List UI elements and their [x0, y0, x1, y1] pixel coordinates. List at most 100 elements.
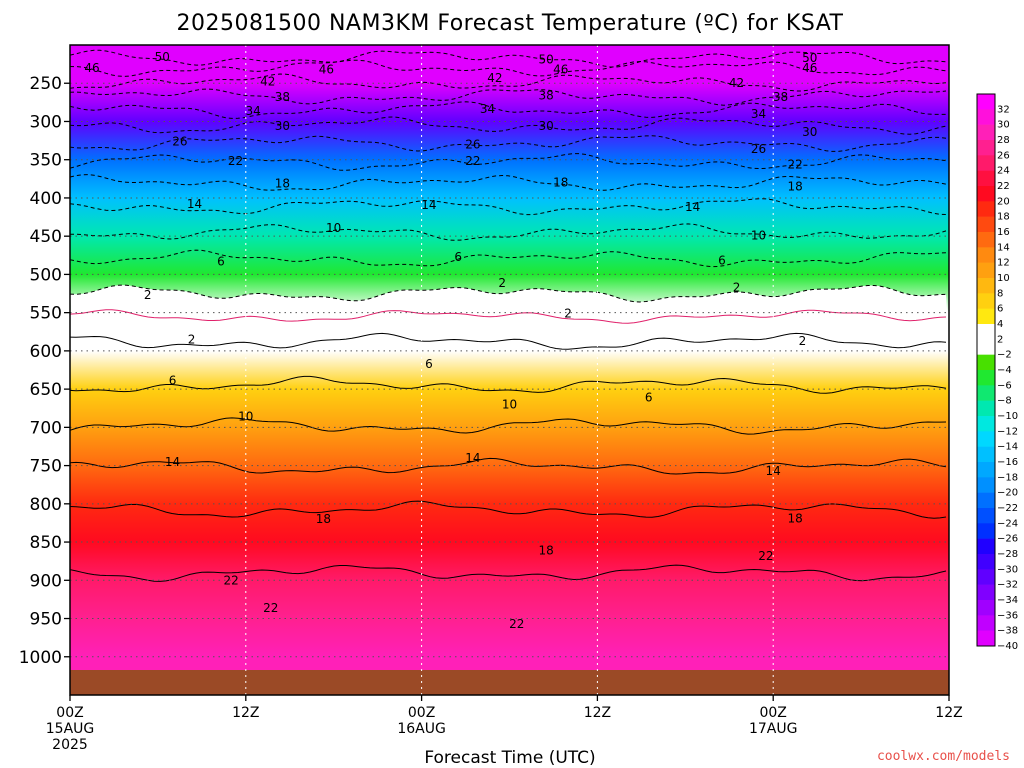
colorbar-swatch [977, 262, 995, 279]
colorbar-label: 16 [997, 227, 1010, 238]
y-axis-ticks: 250 300 350 400 450 500 550 600 650 700 750 800 850 9… [19, 74, 70, 668]
contour-label: 34 [480, 102, 495, 116]
x-tick-label: 12Z [584, 705, 611, 721]
colorbar-swatch [977, 416, 995, 432]
colorbar-swatch [977, 140, 995, 156]
contour-label: 2 [188, 332, 196, 346]
contour-label: 18 [553, 176, 568, 190]
contour-label: 14 [165, 455, 180, 469]
contour-label: 46 [802, 61, 817, 75]
colorbar-swatch [977, 431, 995, 447]
x-tick-label: 12Z [935, 705, 962, 721]
contour-label: 18 [538, 543, 553, 557]
contour-line [70, 284, 947, 303]
colorbar-label: −30 [997, 564, 1018, 575]
colorbar-label: −10 [997, 411, 1018, 422]
colorbar-swatch [977, 370, 995, 386]
colorbar-label: −8 [997, 396, 1012, 407]
contour-line [70, 49, 947, 68]
colorbar-swatch [977, 492, 995, 509]
contour-line [70, 88, 947, 106]
contour-line [70, 249, 947, 268]
colorbar-swatch [977, 155, 995, 171]
contour-label: 18 [316, 512, 331, 526]
colorbar-label: 4 [997, 319, 1003, 330]
contour-label: 10 [502, 397, 517, 411]
colorbar-swatch [977, 278, 995, 294]
contour-label: 10 [751, 228, 766, 242]
colorbar: 32 30 28 26 24 22 20 18 16 14 12 10 8 6 4 2 −2 −4 −6 −8 −10 −… [976, 93, 1018, 652]
colorbar-label: 18 [997, 212, 1010, 223]
colorbar-swatch [977, 124, 995, 141]
y-tick-label: 900 [30, 571, 62, 591]
contour-label: 50 [538, 53, 553, 67]
contour-label: 2 [498, 276, 506, 290]
x-tick-label: 00Z [759, 705, 786, 721]
contour-label: 26 [751, 142, 766, 156]
contour-label: 18 [788, 179, 803, 193]
contour-label: 34 [245, 104, 260, 118]
melting-layer-band [70, 285, 949, 350]
colorbar-label: −6 [997, 380, 1012, 391]
contour-line [70, 457, 947, 475]
contour-label: 22 [263, 601, 278, 615]
contour-label: 14 [465, 451, 480, 465]
colorbar-swatch [977, 232, 995, 248]
x-tick-label: 15AUG [46, 721, 95, 737]
colorbar-label: −4 [997, 365, 1012, 376]
y-tick-label: 650 [30, 380, 62, 400]
contour-label: 46 [319, 62, 334, 76]
contour-label: 46 [84, 61, 99, 75]
colorbar-swatch [977, 385, 995, 401]
colorbar-label: −32 [997, 580, 1018, 591]
colorbar-swatch [977, 308, 995, 325]
contour-label: 22 [788, 157, 803, 171]
colorbar-swatch [977, 538, 995, 555]
contour-label: 6 [217, 254, 225, 268]
colorbar-label: −26 [997, 534, 1018, 545]
contour-label: 34 [751, 107, 766, 121]
freezing-line [70, 309, 947, 324]
colorbar-swatch [977, 170, 995, 187]
grid-lines [70, 45, 949, 695]
colorbar-label: −36 [997, 610, 1018, 621]
contour-label: 10 [238, 410, 253, 424]
contour-label: 14 [685, 200, 700, 214]
contour-label: 2 [144, 288, 152, 302]
contour-label: 22 [758, 549, 773, 563]
colorbar-label: −38 [997, 626, 1018, 637]
colorbar-label: 6 [997, 304, 1003, 315]
colorbar-swatch [977, 247, 995, 263]
contour-line [70, 116, 947, 135]
contour-label: 42 [487, 71, 502, 85]
contour-label: 14 [421, 198, 436, 212]
x-tick-label: 12Z [232, 705, 259, 721]
contour-label: 50 [155, 50, 170, 64]
contour-label: 30 [802, 125, 817, 139]
y-tick-label: 750 [30, 457, 62, 477]
colorbar-label: 20 [997, 196, 1010, 207]
colorbar-swatch [977, 293, 995, 309]
contour-label: 10 [326, 221, 341, 235]
contour-label: 22 [228, 154, 243, 168]
colorbar-frame [976, 93, 996, 647]
contour-line [70, 174, 947, 191]
x-tick-label: 16AUG [397, 721, 446, 737]
colorbar-swatch [977, 216, 995, 233]
contour-line [70, 153, 947, 171]
colorbar-swatch [977, 523, 995, 539]
colorbar-swatch [977, 600, 995, 616]
colorbar-swatch [977, 201, 995, 217]
contour-line [70, 500, 947, 519]
y-tick-label: 800 [30, 495, 62, 515]
contour-label: 2 [733, 280, 741, 294]
contour-label: 6 [169, 374, 177, 388]
contour-line [70, 198, 947, 216]
colorbar-swatch [977, 400, 995, 417]
y-tick-label: 400 [30, 189, 62, 209]
contour-label: 2 [564, 306, 572, 320]
colorbar-swatch [977, 508, 995, 524]
colorbar-label: 26 [997, 150, 1010, 161]
colorbar-label: 8 [997, 288, 1003, 299]
